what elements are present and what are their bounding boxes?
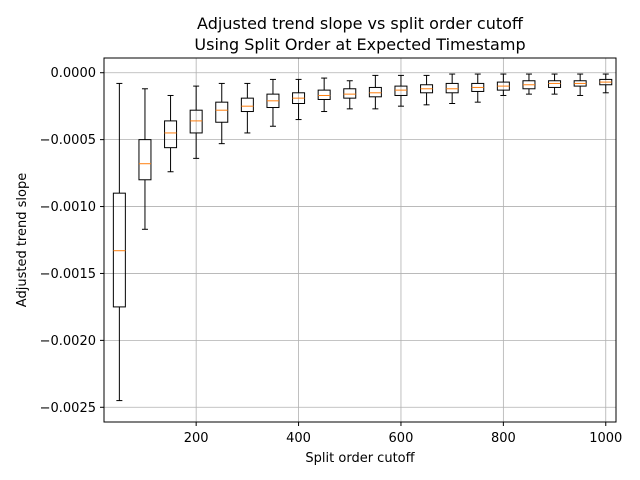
box-group [599,73,613,94]
box-group [573,73,587,96]
box-group [266,78,280,127]
grid-layer [104,58,616,422]
x-tick-label: 400 [286,431,311,446]
x-tick-label: 1000 [589,431,622,446]
box-group [164,94,178,173]
y-tick-label: −0.0020 [40,334,96,349]
box-group [240,82,254,134]
plot-frame [103,57,617,423]
box-group [496,73,510,96]
iqr-box [215,101,229,123]
iqr-box [343,88,357,99]
iqr-box [317,89,331,100]
y-tick-label: −0.0010 [40,200,96,215]
box-group [292,78,306,121]
chart-title: Adjusted trend slope vs split order cuto… [197,14,524,33]
y-tick-label: −0.0015 [40,267,96,282]
iqr-box [548,80,562,88]
iqr-box [138,139,152,181]
box-group [189,85,203,159]
iqr-box [189,109,203,134]
box-group [522,73,536,95]
x-tick-label: 200 [184,431,209,446]
box-group [445,73,459,104]
box-group [215,82,229,145]
box-group [138,88,152,230]
chart-subtitle: Using Split Order at Expected Timestamp [194,35,525,54]
iqr-box [240,97,254,113]
iqr-box [394,85,408,96]
y-tick-label: −0.0025 [40,401,96,416]
x-tick-label: 600 [389,431,414,446]
box-group [394,74,408,107]
tick-layer: 200 400 600 800 1000 0.0000 −0.0005 −0.0010 −0.0… [40,66,623,446]
y-tick-label: 0.0000 [51,66,97,81]
box-layer [112,73,613,402]
box-group [343,80,357,110]
iqr-box [368,86,382,98]
box-group [317,77,331,113]
box-group [368,74,382,110]
iqr-box [445,82,459,94]
box-group [112,82,126,402]
iqr-box [164,120,178,149]
x-axis-label: Split order cutoff [305,451,415,466]
box-group [548,73,562,95]
iqr-box [112,192,126,308]
x-tick-label: 800 [491,431,516,446]
box-group [471,73,485,103]
y-axis-label: Adjusted trend slope [15,173,30,307]
y-tick-label: −0.0005 [40,133,96,148]
box-group [420,74,434,106]
